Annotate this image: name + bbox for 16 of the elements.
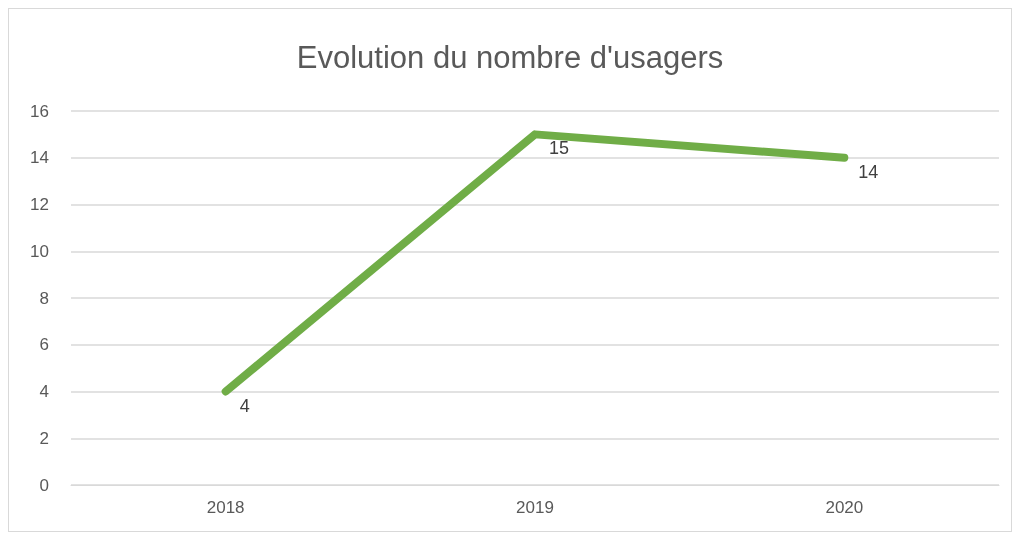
y-tick-label: 14 [30,148,49,168]
y-tick-label: 6 [39,335,49,355]
data-label: 14 [858,161,879,182]
y-tick-label: 2 [39,428,49,448]
y-tick-label: 10 [30,241,49,261]
y-tick-label: 0 [39,475,49,495]
data-label: 4 [239,395,250,416]
y-tick-label: 4 [39,382,49,401]
x-tick-label: 2019 [516,498,554,517]
y-tick-label: 12 [30,195,49,214]
y-tick-label: 8 [39,288,49,308]
chart-title: Evolution du nombre d'usagers [296,40,724,75]
x-tick-label: 2018 [206,498,245,517]
y-tick-label: 16 [30,101,49,121]
data-label: 15 [549,138,570,159]
x-tick-label: 2020 [825,498,864,517]
